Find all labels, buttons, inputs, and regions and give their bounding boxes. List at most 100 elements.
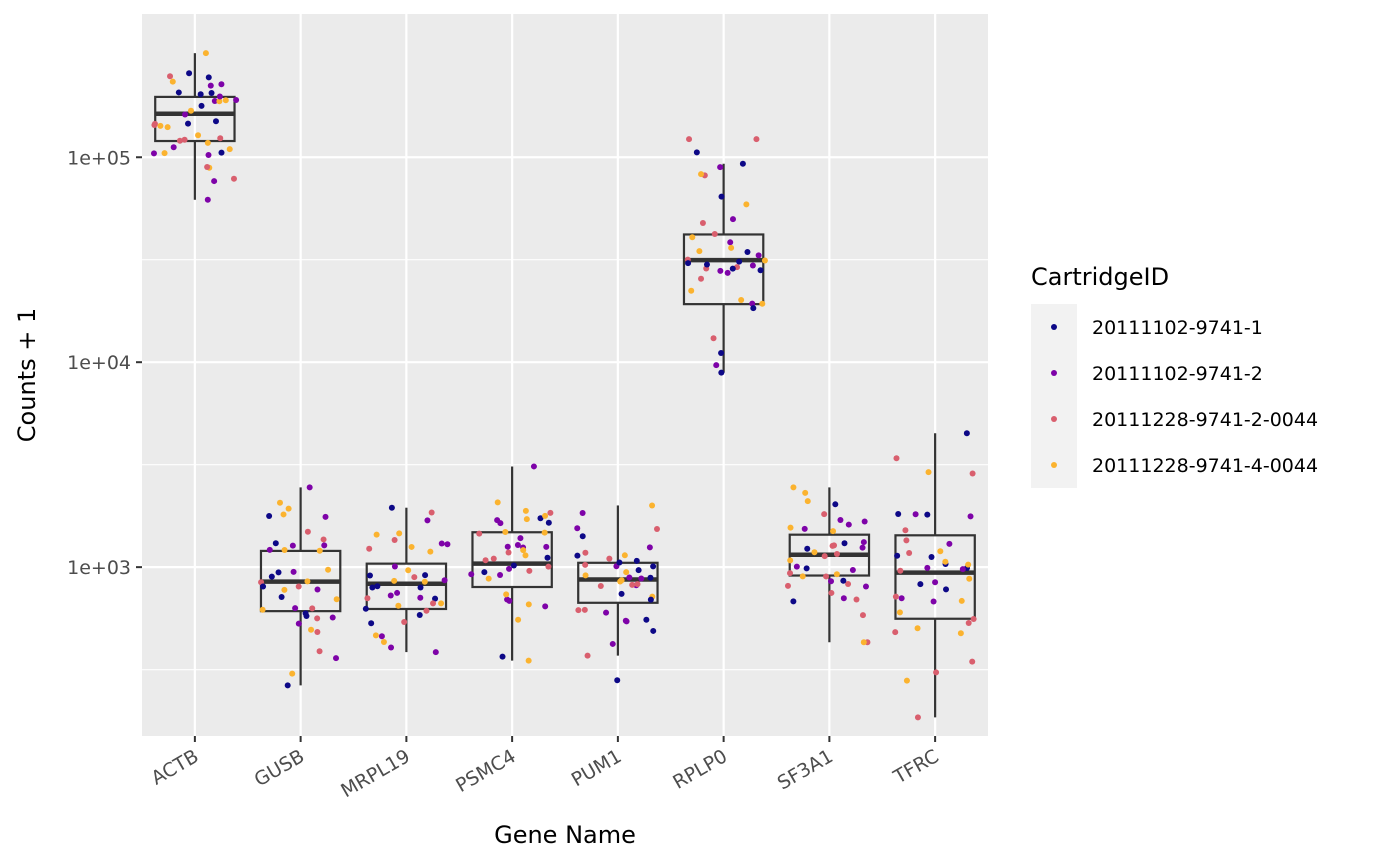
data-point xyxy=(967,513,974,520)
x-tick-label: TFRC xyxy=(889,745,942,789)
data-point xyxy=(292,605,299,612)
data-point xyxy=(432,649,439,656)
data-point xyxy=(693,149,700,156)
y-axis-title: Counts + 1 xyxy=(13,308,41,442)
data-point xyxy=(195,132,202,139)
data-point xyxy=(787,524,794,531)
data-point xyxy=(579,533,586,540)
data-point xyxy=(374,583,381,590)
data-point xyxy=(541,529,548,536)
data-point xyxy=(739,160,746,167)
y-tick-label: 1e+03 xyxy=(67,557,131,579)
data-point xyxy=(411,574,418,581)
data-point xyxy=(729,216,736,223)
data-point xyxy=(316,547,323,554)
data-point xyxy=(428,509,435,516)
data-point xyxy=(204,163,211,170)
data-point xyxy=(468,571,475,578)
data-point xyxy=(718,193,725,200)
data-point xyxy=(268,573,275,580)
data-point xyxy=(202,50,209,57)
data-point xyxy=(896,609,903,616)
data-point xyxy=(841,540,848,547)
box-actb xyxy=(154,53,236,200)
data-point xyxy=(164,124,171,131)
data-point xyxy=(505,549,512,556)
data-point xyxy=(823,573,830,580)
data-point xyxy=(260,583,267,590)
data-point xyxy=(840,577,847,584)
legend-label: 20111228-9741-4-0044 xyxy=(1092,455,1318,477)
data-point xyxy=(185,120,192,127)
data-point xyxy=(698,275,705,282)
data-point xyxy=(506,565,513,572)
data-point xyxy=(320,536,327,543)
data-point xyxy=(485,575,492,582)
data-point xyxy=(832,501,839,508)
data-point xyxy=(840,595,847,602)
data-point xyxy=(959,566,966,573)
data-point xyxy=(575,607,582,614)
data-point xyxy=(544,554,551,561)
box-sf3a1 xyxy=(788,487,871,643)
data-point xyxy=(711,230,718,237)
data-point xyxy=(634,581,641,588)
data-point xyxy=(325,566,332,573)
data-point xyxy=(391,563,398,570)
data-point xyxy=(216,98,223,105)
data-point xyxy=(897,567,904,574)
data-point xyxy=(793,563,800,570)
data-point xyxy=(966,575,973,582)
data-point xyxy=(646,544,653,551)
data-point xyxy=(281,586,288,593)
data-point xyxy=(187,107,194,114)
data-point xyxy=(226,146,233,153)
data-point xyxy=(417,594,424,601)
data-point xyxy=(388,504,395,511)
data-point xyxy=(417,584,424,591)
data-point xyxy=(849,567,856,574)
data-point xyxy=(391,537,398,544)
data-point xyxy=(304,528,311,535)
data-point xyxy=(833,571,840,578)
data-point xyxy=(208,89,215,96)
legend-keys-background xyxy=(1031,304,1077,488)
data-point xyxy=(653,525,660,532)
data-point xyxy=(582,572,589,579)
data-point xyxy=(547,509,554,516)
data-point xyxy=(582,561,589,568)
iqr-box xyxy=(471,531,553,589)
data-point xyxy=(197,91,204,98)
data-point xyxy=(932,579,939,586)
data-point xyxy=(280,511,287,518)
data-point xyxy=(432,595,439,602)
data-point xyxy=(617,578,624,585)
box-pum1 xyxy=(577,505,659,656)
data-point xyxy=(784,582,791,589)
data-point xyxy=(186,70,193,77)
data-point xyxy=(388,644,395,651)
data-point xyxy=(582,549,589,556)
x-axis-title: Gene Name xyxy=(494,821,636,849)
data-point xyxy=(958,597,965,604)
data-point xyxy=(821,511,828,518)
data-point xyxy=(182,111,189,118)
data-point xyxy=(606,555,613,562)
legend-key xyxy=(1051,324,1057,330)
data-point xyxy=(218,149,225,156)
data-point xyxy=(943,586,950,593)
data-point xyxy=(903,537,910,544)
data-point xyxy=(304,578,311,585)
data-point xyxy=(633,557,640,564)
data-point xyxy=(545,519,552,526)
data-point xyxy=(543,543,550,550)
data-point xyxy=(366,545,373,552)
data-point xyxy=(744,248,751,255)
data-point xyxy=(169,78,176,85)
legend-key xyxy=(1051,462,1057,468)
data-point xyxy=(494,517,501,524)
data-point xyxy=(207,82,214,89)
data-point xyxy=(833,551,840,558)
data-point xyxy=(212,118,219,125)
data-point xyxy=(525,601,532,608)
